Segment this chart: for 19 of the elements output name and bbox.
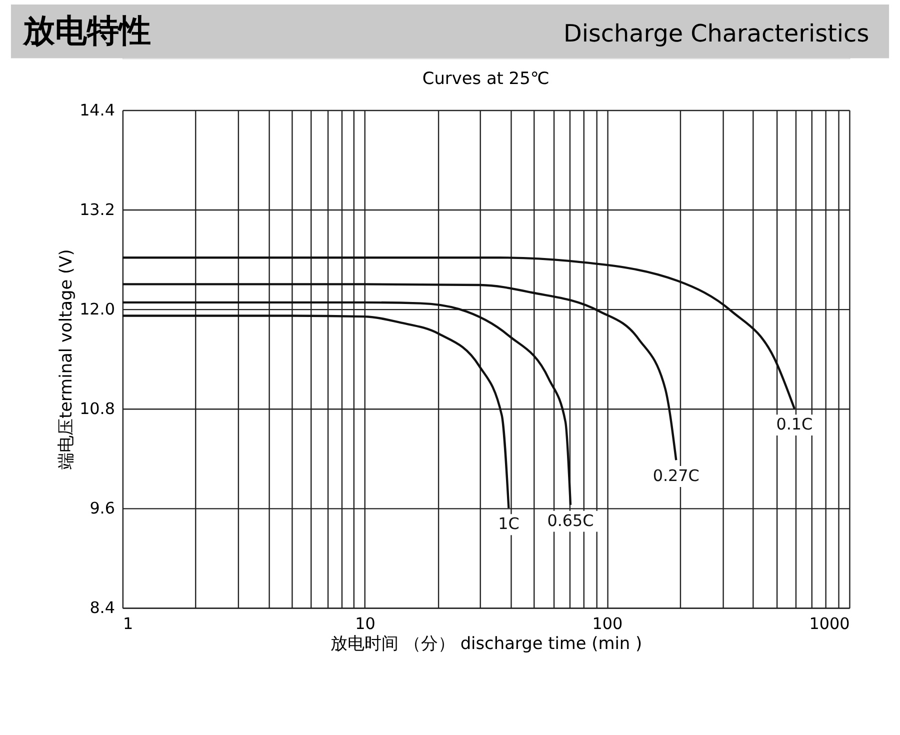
- y-tick-label: 14.4: [80, 100, 115, 120]
- x-tick-label: 10: [355, 614, 376, 634]
- series-label: 0.1C: [776, 414, 813, 434]
- y-tick-label: 8.4: [90, 598, 115, 618]
- y-tick-label: 9.6: [90, 498, 115, 518]
- series-label: 0.65C: [547, 510, 594, 530]
- x-axis-title: 放电时间 （分） discharge time (min ): [330, 633, 642, 654]
- y-tick-label: 13.2: [80, 200, 115, 220]
- chart-subtitle: Discharge Characteristics: [563, 19, 870, 48]
- x-tick-label: 1: [122, 614, 134, 634]
- series-label: 1C: [498, 514, 520, 534]
- x-tick-label: 100: [592, 614, 623, 634]
- x-tick-label: 1000: [809, 614, 850, 634]
- chart-title: 放电特性: [22, 11, 151, 50]
- y-tick-label: 12.0: [80, 300, 115, 319]
- y-tick-label: 10.8: [80, 399, 115, 418]
- text: Curves at 25℃: [422, 68, 550, 88]
- series-label: 0.27C: [652, 466, 700, 485]
- y-axis-title: 端电压terminal voltage (V): [56, 249, 76, 470]
